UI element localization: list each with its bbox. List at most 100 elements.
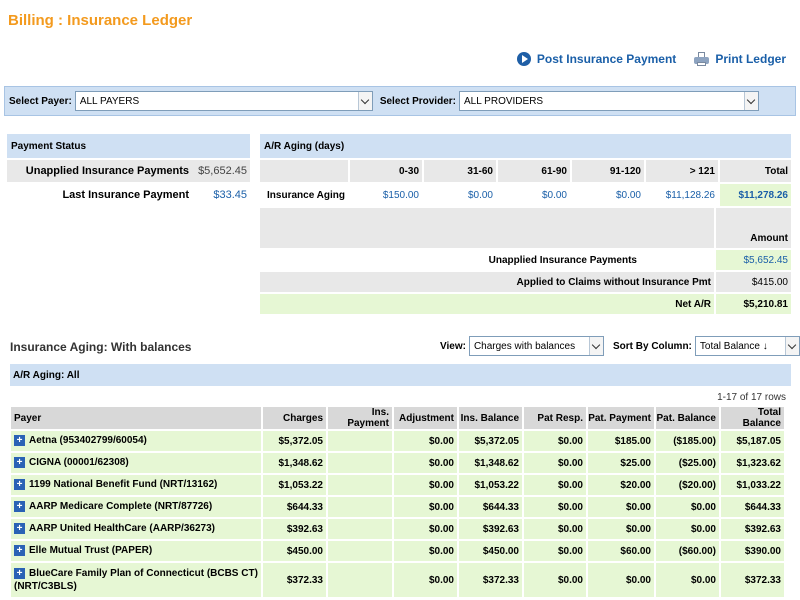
ar-total-value[interactable]: $11,278.26	[720, 184, 791, 206]
ar-value[interactable]: $0.00	[498, 184, 570, 206]
unapplied-payments-value: $5,652.45	[195, 160, 250, 182]
value-cell: $0.00	[394, 475, 457, 495]
table-row: + Elle Mutual Trust (PAPER) $450.00 $0.00 $4…	[11, 541, 784, 561]
payer-cell: + Elle Mutual Trust (PAPER)	[11, 541, 261, 561]
ar-col-header: 31-60	[424, 160, 496, 182]
table-row: + BlueCare Family Plan of Connecticut (BC…	[11, 563, 784, 597]
value-cell: $185.00	[588, 431, 654, 451]
payer-select[interactable]: ALL PAYERS	[74, 91, 373, 111]
col-header-charges[interactable]: Charges	[263, 407, 326, 429]
ar-col-header: 91-120	[572, 160, 644, 182]
payer-name: 1199 National Benefit Fund (NRT/13162)	[29, 479, 218, 491]
payer-name: CIGNA (00001/62308)	[29, 457, 129, 469]
value-cell: $0.00	[656, 519, 719, 539]
expand-icon[interactable]: +	[14, 457, 25, 469]
chevron-down-icon	[743, 92, 758, 110]
payer-name: Aetna (953402799/60054)	[29, 435, 147, 447]
section-title: Insurance Aging: With balances	[10, 340, 192, 354]
net-ar-value: $5,210.81	[716, 294, 791, 314]
payer-label: Select Payer:	[9, 95, 72, 107]
insurance-aging-table: Payer Charges Ins. Payment Adjustment In…	[9, 405, 786, 599]
chevron-down-icon	[588, 337, 603, 355]
value-cell	[328, 541, 392, 561]
value-cell: $0.00	[524, 453, 586, 473]
payment-status-title: Payment Status	[7, 134, 250, 158]
value-cell: $0.00	[394, 497, 457, 517]
summary-row-unapplied: Unapplied Insurance Payments $5,652.45	[260, 250, 791, 270]
value-cell: $5,187.05	[721, 431, 784, 451]
col-header-pat-payment[interactable]: Pat. Payment	[588, 407, 654, 429]
insurance-aging-label: Insurance Aging	[260, 184, 348, 206]
value-cell: $0.00	[588, 519, 654, 539]
value-cell	[328, 453, 392, 473]
payer-name: AARP United HealthCare (AARP/36273)	[29, 523, 215, 535]
expand-icon[interactable]: +	[14, 523, 25, 535]
value-cell: $25.00	[588, 453, 654, 473]
payer-cell: +1199 National Benefit Fund (NRT/13162)	[11, 475, 261, 495]
expand-icon[interactable]: +	[14, 435, 25, 447]
value-cell: $644.33	[263, 497, 326, 517]
last-payment-value[interactable]: $33.45	[195, 184, 250, 206]
value-cell: ($25.00)	[656, 453, 719, 473]
value-cell: $0.00	[656, 497, 719, 517]
payer-cell: + CIGNA (00001/62308)	[11, 453, 261, 473]
col-header-total-balance[interactable]: Total Balance	[721, 407, 784, 429]
value-cell: $1,348.62	[263, 453, 326, 473]
summary-value: $415.00	[716, 272, 791, 292]
ar-value[interactable]: $150.00	[350, 184, 422, 206]
col-header-pat-resp[interactable]: Pat Resp.	[524, 407, 586, 429]
value-cell: $0.00	[524, 497, 586, 517]
ar-aging-title: A/R Aging (days)	[260, 134, 791, 158]
table-row: +1199 National Benefit Fund (NRT/13162) $…	[11, 475, 784, 495]
value-cell: $0.00	[394, 519, 457, 539]
col-header-pat-balance[interactable]: Pat. Balance	[656, 407, 719, 429]
sort-select[interactable]: Total Balance ↓	[694, 336, 800, 356]
summary-label: Unapplied Insurance Payments	[260, 250, 640, 270]
value-cell: ($185.00)	[656, 431, 719, 451]
value-cell: $0.00	[524, 563, 586, 597]
col-header-ins-balance[interactable]: Ins. Balance	[459, 407, 522, 429]
ar-value[interactable]: $0.00	[572, 184, 644, 206]
unapplied-payments-row: Unapplied Insurance Payments $5,652.45	[7, 160, 250, 182]
expand-icon[interactable]: +	[14, 545, 25, 557]
summary-row-applied: Applied to Claims without Insurance Pmt …	[260, 272, 791, 292]
header-actions: Post Insurance Payment Print Ledger	[516, 52, 786, 66]
value-cell: $1,033.22	[721, 475, 784, 495]
table-row: + AARP United HealthCare (AARP/36273) $392…	[11, 519, 784, 539]
view-control: View: Charges with balances	[440, 336, 604, 356]
expand-icon[interactable]: +	[14, 567, 25, 579]
provider-select[interactable]: ALL PROVIDERS	[458, 91, 759, 111]
post-insurance-payment-label: Post Insurance Payment	[536, 52, 677, 66]
value-cell: $0.00	[524, 541, 586, 561]
ar-value[interactable]: $11,128.26	[646, 184, 718, 206]
payer-cell: + AARP United HealthCare (AARP/36273)	[11, 519, 261, 539]
ar-value[interactable]: $0.00	[424, 184, 496, 206]
table-row: + Aetna (953402799/60054) $5,372.05 $0.00 $5…	[11, 431, 784, 451]
value-cell	[328, 519, 392, 539]
row-count: 1-17 of 17 rows	[717, 392, 786, 403]
sort-select-value: Total Balance ↓	[699, 340, 768, 352]
value-cell: $372.33	[721, 563, 784, 597]
ar-col-header: 0-30	[350, 160, 422, 182]
value-cell: $1,053.22	[263, 475, 326, 495]
expand-icon[interactable]: +	[14, 479, 25, 491]
view-select[interactable]: Charges with balances	[468, 336, 604, 356]
value-cell: ($60.00)	[656, 541, 719, 561]
insurance-aging-row: Insurance Aging $150.00 $0.00 $0.00 $0.0…	[260, 184, 791, 206]
col-header-ins-payment[interactable]: Ins. Payment	[328, 407, 392, 429]
expand-icon[interactable]: +	[14, 501, 25, 513]
sort-label: Sort By Column:	[613, 340, 692, 352]
table-row: + CIGNA (00001/62308) $1,348.62 $0.00 $1,348…	[11, 453, 784, 473]
value-cell: $0.00	[524, 431, 586, 451]
value-cell: $1,348.62	[459, 453, 522, 473]
summary-value[interactable]: $5,652.45	[716, 250, 791, 270]
print-ledger-link[interactable]: Print Ledger	[694, 52, 786, 66]
payer-cell: + BlueCare Family Plan of Connecticut (BC…	[11, 563, 261, 597]
value-cell: $392.63	[459, 519, 522, 539]
value-cell: $0.00	[588, 563, 654, 597]
col-header-adjustment[interactable]: Adjustment	[394, 407, 457, 429]
col-header-payer[interactable]: Payer	[11, 407, 261, 429]
last-payment-label: Last Insurance Payment	[7, 184, 195, 206]
payer-name: AARP Medicare Complete (NRT/87726)	[29, 501, 213, 513]
post-insurance-payment-link[interactable]: Post Insurance Payment	[516, 52, 677, 66]
